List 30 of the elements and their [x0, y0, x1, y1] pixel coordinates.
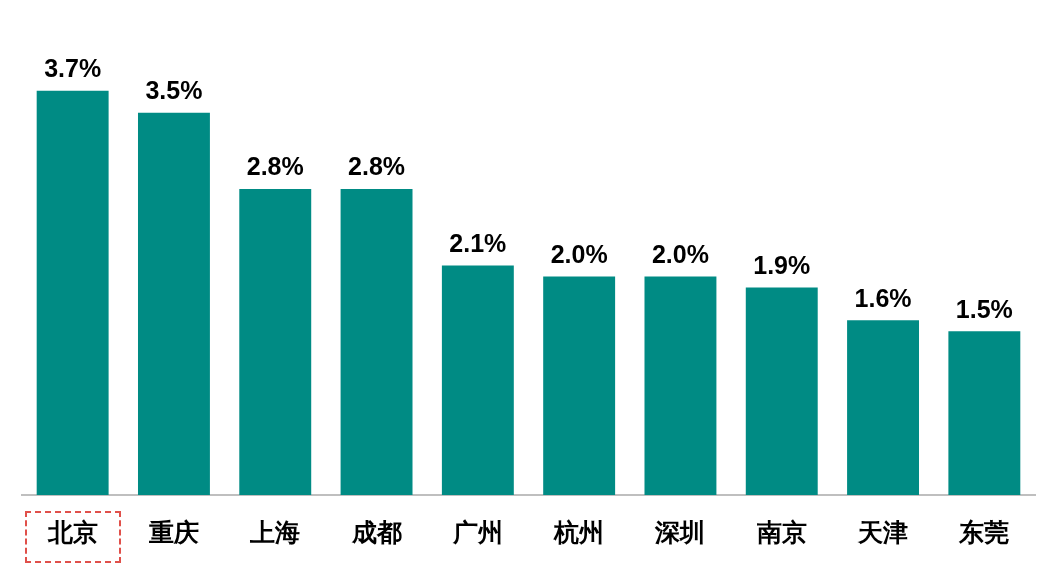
- data-label: 3.5%: [145, 76, 203, 105]
- x-tick-label: 深圳: [654, 517, 706, 547]
- x-tick-label: 东莞: [958, 517, 1010, 547]
- bar: [745, 287, 818, 495]
- data-label: 2.8%: [348, 152, 406, 181]
- data-label: 2.1%: [449, 228, 507, 257]
- bar: [137, 112, 210, 495]
- bar: [948, 331, 1021, 495]
- data-label: 2.0%: [651, 239, 709, 268]
- x-tick-label: 广州: [451, 517, 503, 547]
- data-label: 1.9%: [753, 250, 811, 279]
- data-label: 3.7%: [44, 54, 102, 83]
- bar: [847, 320, 920, 495]
- bar: [239, 189, 312, 495]
- x-tick-label: 重庆: [147, 517, 199, 547]
- data-label: 1.5%: [955, 294, 1013, 323]
- bar: [441, 265, 514, 495]
- x-tick-label: 杭州: [553, 517, 605, 547]
- data-label: 2.8%: [246, 152, 304, 181]
- bar: [644, 276, 717, 495]
- bar: [36, 90, 109, 495]
- bar: [340, 189, 413, 495]
- bar: [543, 276, 616, 495]
- x-tick-label: 北京: [46, 517, 98, 547]
- data-label: 1.6%: [854, 283, 912, 312]
- x-tick-label: 南京: [755, 517, 807, 547]
- data-label: 2.0%: [550, 239, 608, 268]
- x-tick-label: 成都: [350, 517, 402, 547]
- x-tick-label: 天津: [857, 517, 909, 547]
- x-tick-label: 上海: [249, 517, 301, 547]
